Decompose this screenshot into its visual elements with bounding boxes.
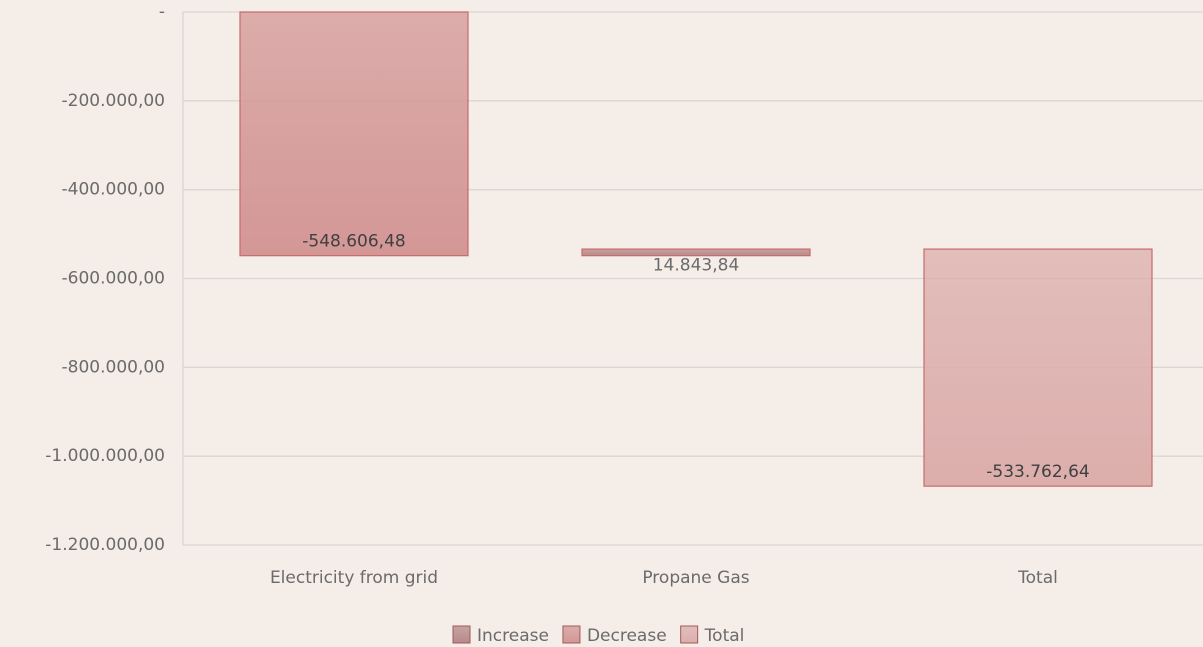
legend-label: Total	[704, 626, 745, 646]
x-tick-label: Total	[1017, 568, 1058, 588]
y-tick-label: -1.200.000,00	[45, 535, 165, 555]
y-tick-label: -400.000,00	[62, 180, 165, 200]
data-label: -548.606,48	[302, 232, 405, 252]
x-tick-label: Electricity from grid	[270, 568, 438, 588]
legend-label: Decrease	[587, 626, 667, 646]
bar	[581, 248, 811, 257]
bar	[239, 11, 469, 257]
data-label: 14.843,84	[653, 256, 740, 276]
y-tick-label: -600.000,00	[62, 269, 165, 289]
y-tick-label: -	[159, 2, 165, 22]
bar	[923, 248, 1153, 487]
y-tick-label: -1.000.000,00	[45, 446, 165, 466]
legend-swatch	[680, 625, 699, 644]
y-tick-label: -200.000,00	[62, 91, 165, 111]
x-tick-label: Propane Gas	[642, 568, 749, 588]
legend-swatch	[562, 625, 581, 644]
legend-label: Increase	[477, 626, 549, 646]
legend-swatch	[452, 625, 471, 644]
data-label: -533.762,64	[986, 462, 1089, 482]
y-tick-label: -800.000,00	[62, 357, 165, 377]
